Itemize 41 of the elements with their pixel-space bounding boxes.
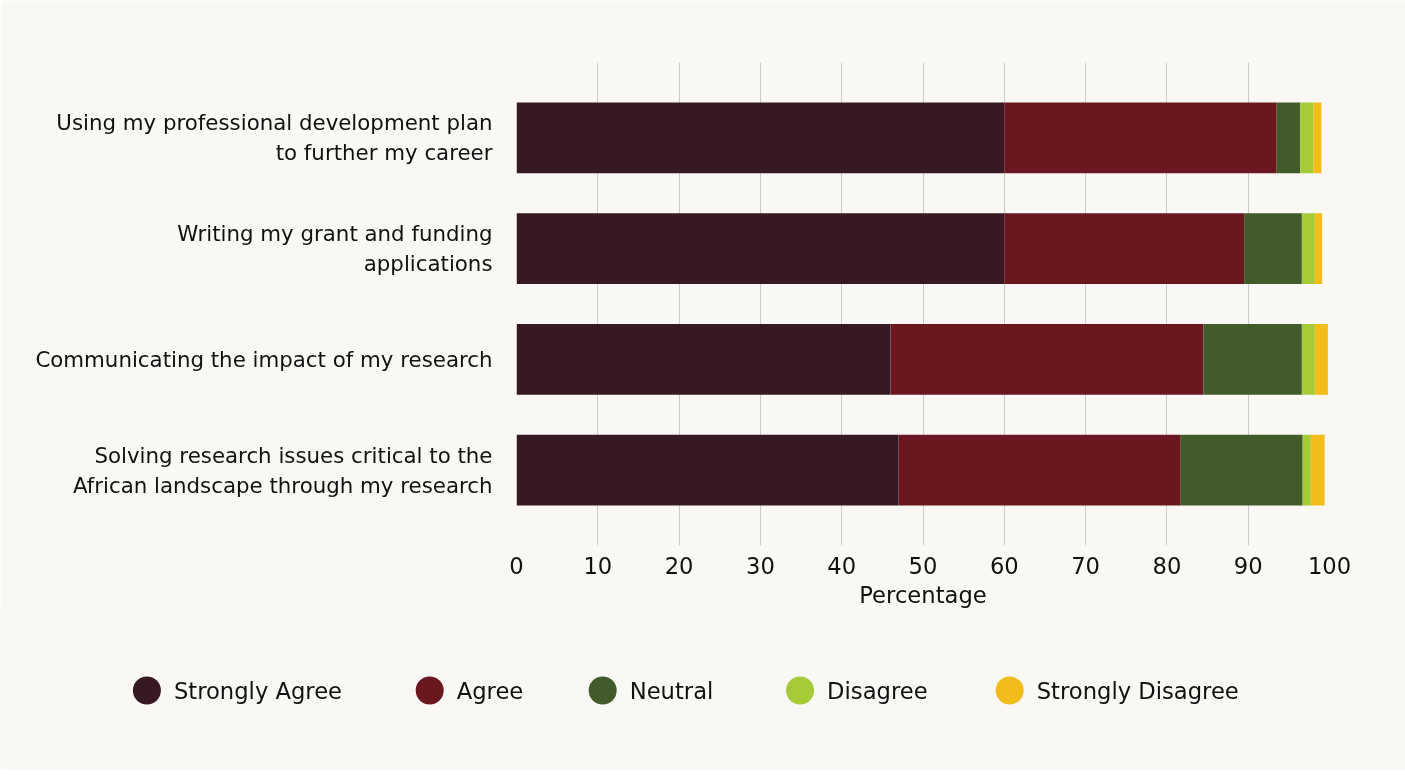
bar [1244,213,1302,285]
bar [516,102,1005,174]
bar [516,434,899,506]
y-tick-label: Communicating the impact of my research [35,346,493,372]
bar [1310,434,1325,506]
x-tick-label: 40 [827,552,857,579]
legend-label: Neutral [629,677,714,704]
legend-label: Disagree [827,677,928,704]
bar [1203,323,1302,395]
bar [1313,102,1322,174]
x-tick-label: 70 [1071,552,1101,579]
x-axis-title: Percentage [859,581,987,608]
x-tick-label: 60 [989,552,1019,579]
bar [1180,434,1303,506]
bar [898,434,1181,506]
x-tick-label: 0 [509,552,524,579]
x-tick-label: 10 [583,552,613,579]
x-tick-label: 30 [745,552,775,579]
legend-label: Agree [456,677,524,704]
x-tick-label: 20 [664,552,694,579]
bar [1301,213,1315,285]
bar [1314,323,1328,395]
bar [1301,323,1315,395]
bar [1300,102,1314,174]
legend-label: Strongly Agree [173,677,343,704]
bar [1004,102,1277,174]
x-tick-label: 50 [908,552,938,579]
bar [516,213,1005,285]
y-tick-label: Solving research issues critical to the African landscape through my research [72,442,493,498]
bar [1314,213,1323,285]
x-tick-label: 90 [1233,552,1263,579]
y-tick-label: Using my professional development plan to further my career [56,110,493,166]
bar [1276,102,1301,174]
x-tick-label: 80 [1152,552,1182,579]
y-tick-label: Writing my grant and funding applications [177,221,493,277]
legend-label: Strongly Disagree [1036,677,1239,704]
bar [1302,434,1311,506]
bar [890,323,1204,395]
x-tick-label: 100 [1307,552,1352,579]
bar [516,323,891,395]
bar [1004,213,1245,285]
